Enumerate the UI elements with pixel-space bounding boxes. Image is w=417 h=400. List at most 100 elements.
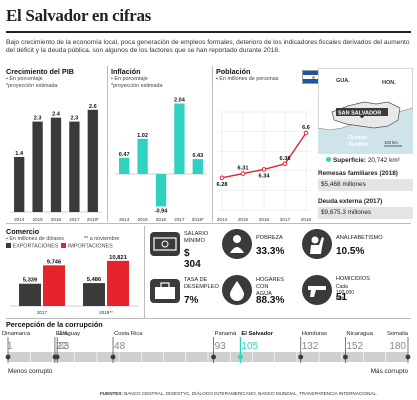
data-point xyxy=(219,175,225,181)
rank-dot xyxy=(211,354,216,360)
homicidios-value: 51 xyxy=(336,292,348,303)
rank-dot xyxy=(343,354,348,360)
data-label: 2.4 xyxy=(52,112,61,118)
title-divider xyxy=(6,31,411,33)
analfabetismo-value: 10.5% xyxy=(336,246,365,257)
divider xyxy=(212,66,213,222)
bar xyxy=(87,109,98,212)
poblacion-unit: En millones de personas xyxy=(219,76,279,82)
country-map: GUA. HON. SAN SALVADOR Océano Pacífico 1… xyxy=(318,68,413,154)
homicidios-note: Cada 100,000 hab. xyxy=(336,284,355,302)
data-label: 6.28 xyxy=(217,182,228,188)
comercio-unit: En millones de dólares xyxy=(9,236,64,242)
teal-dot-icon xyxy=(326,157,331,162)
rank-dot xyxy=(405,354,411,360)
remesas-label: Remesas familiares (2018) xyxy=(318,170,398,177)
superficie-label: Superficie: xyxy=(333,157,367,164)
data-point xyxy=(282,161,288,167)
agua-label-1: HOGARES xyxy=(256,277,284,283)
bar xyxy=(50,117,62,212)
poblacion-chart: 6.28 2014 6.31 2015 6.34 2016 6.38 2017 6.6 2018 xyxy=(217,111,312,222)
bar xyxy=(119,157,130,174)
desempleo-label-1: TASA DE xyxy=(184,277,208,283)
rank-dot xyxy=(54,354,60,360)
rank-value: 93 xyxy=(215,341,227,352)
data-label: 2.3 xyxy=(34,116,42,122)
pib-marker-icon: ▪ xyxy=(6,76,8,82)
poblacion-title: Población xyxy=(216,67,251,76)
x-tick-label: 2015 xyxy=(32,217,43,222)
rank-value: 180 xyxy=(389,341,406,352)
divider xyxy=(6,318,411,319)
data-label: 2.6 xyxy=(89,104,97,110)
map-label-ocean-2: Pacífico xyxy=(348,142,368,148)
more-corrupt-label: Más corrupto xyxy=(371,368,409,375)
data-label: 10,821 xyxy=(109,255,128,261)
sources-label: FUENTES: xyxy=(100,391,123,396)
superficie-value: 20,742 km² xyxy=(367,157,400,164)
salario-label-1: SALARIO xyxy=(184,231,209,237)
pistol-icon xyxy=(302,275,332,305)
inflacion-note: *proyección estimada xyxy=(111,82,163,89)
person-icon xyxy=(222,229,252,259)
rank-dot xyxy=(238,354,243,360)
x-tick-label: 2017 xyxy=(69,217,80,222)
superficie-line: Superficie: 20,742 km² xyxy=(326,157,400,164)
comercio-legend: EXPORTACIONES IMPORTACIONES xyxy=(6,243,113,250)
bar xyxy=(137,138,148,174)
inflacion-title: Inflación xyxy=(111,67,141,76)
legend-export: EXPORTACIONES xyxy=(12,243,59,250)
inflacion-marker-icon: ▪ xyxy=(111,76,113,82)
money-bill-icon xyxy=(150,232,180,256)
bar xyxy=(43,265,65,306)
rank-value: 105 xyxy=(241,341,258,352)
x-tick-label: 2017 xyxy=(174,217,185,222)
x-tick-label: 2016 xyxy=(156,217,167,222)
comercio-subtitle: ▪ En millones de dólares xyxy=(6,236,64,243)
data-label: 5,486 xyxy=(87,277,102,283)
bar xyxy=(19,283,41,306)
comercio-chart: 5,339 9,746 2017 5,486 10,821 2018** xyxy=(10,255,138,315)
x-tick-label: 2018* xyxy=(192,217,204,222)
rank-dot xyxy=(5,354,11,360)
data-label: 2.3 xyxy=(71,116,79,122)
map-label-capital: SAN SALVADOR xyxy=(338,111,381,117)
x-tick-label: 2016 xyxy=(259,217,270,222)
deuda-label: Deuda externa (2017) xyxy=(318,198,383,205)
data-label: 0.47 xyxy=(119,152,130,158)
corrupcion-chart: Dinamarca 1 EUA 22 Uruguay 23 Costa Rica 48 Pana… xyxy=(2,331,411,375)
pobreza-value: 33.3% xyxy=(256,246,285,257)
x-tick-label: 2018 xyxy=(301,217,312,222)
analfabetismo-label: ANALFABETISMO xyxy=(336,235,383,241)
pib-subtitle: ▪ En porcentaje *proyección estimada xyxy=(6,76,58,89)
x-tick-label: 2018** xyxy=(99,310,113,315)
pib-note: *proyección estimada xyxy=(6,82,58,89)
data-label: 6.6 xyxy=(302,125,310,131)
data-label: 1.4 xyxy=(15,151,24,157)
data-label: -0.94 xyxy=(155,208,169,214)
agua-value: 88.3% xyxy=(256,295,285,306)
salario-value: $ 304 xyxy=(184,248,201,270)
country-label: Dinamarca xyxy=(2,331,31,337)
data-label: 5,339 xyxy=(23,278,38,284)
rank-value: 48 xyxy=(114,341,126,352)
x-tick-label: 2016 xyxy=(51,217,62,222)
inflacion-unit: En porcentaje xyxy=(114,76,148,82)
bar xyxy=(14,156,25,212)
data-label: 2.04 xyxy=(174,98,186,104)
data-label: 6.34 xyxy=(259,173,271,179)
map-svg: GUA. HON. SAN SALVADOR Océano Pacífico 1… xyxy=(318,68,413,148)
divider xyxy=(107,66,108,222)
rank-dot xyxy=(298,354,304,360)
sources-text: BANCO CENTRAL, DIGESTYC, DIÁLOGO INTERAM… xyxy=(124,391,378,396)
legend-export-swatch xyxy=(6,243,11,248)
map-label-ocean-1: Océano xyxy=(348,135,367,141)
x-tick-label: 2015 xyxy=(137,217,148,222)
inflacion-subtitle: ▪ En porcentaje *proyección estimada xyxy=(111,76,163,89)
data-label: 6.38 xyxy=(280,156,291,162)
deuda-value: $9,675.3 millones xyxy=(318,207,413,219)
data-label: 1.02 xyxy=(137,133,148,139)
country-label: Honduras xyxy=(302,331,327,337)
country-label: EUA xyxy=(56,331,68,337)
rank-value: 23 xyxy=(58,341,70,352)
